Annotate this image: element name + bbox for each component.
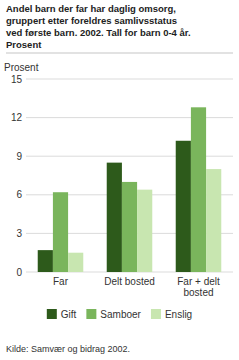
grid-line: [26, 79, 233, 80]
chart-container: Andel barn der far har daglig omsorg,gru…: [0, 0, 239, 360]
y-tick-label: 12: [11, 112, 23, 123]
chart-svg: Andel barn der far har daglig omsorg,gru…: [0, 0, 239, 360]
bar: [38, 250, 53, 272]
legend-swatch: [47, 309, 57, 319]
x-tick-label: Delt bosted: [104, 276, 155, 287]
bar: [107, 163, 122, 272]
bar: [53, 192, 68, 272]
title: Andel barn der far har daglig omsorg,gru…: [6, 3, 191, 50]
legend-swatch: [151, 309, 161, 319]
legend-label: Samboer: [100, 309, 141, 320]
bar: [122, 182, 137, 272]
x-tick-label: Far + deltbosted: [177, 276, 220, 298]
x-tick-label: Far: [53, 276, 69, 287]
source-note: Kilde: Samvær og bidrag 2002.: [6, 344, 130, 354]
legend: Gift Samboer Enslig: [47, 309, 192, 320]
legend-label: Gift: [61, 309, 77, 320]
bar: [191, 107, 206, 272]
y-tick-label: 6: [16, 189, 22, 200]
y-tick-label: 0: [16, 267, 22, 278]
y-tick-label: 3: [16, 228, 22, 239]
separator: [6, 53, 233, 54]
y-axis-label: Prosent: [4, 62, 39, 73]
y-tick-label: 15: [11, 74, 23, 85]
bar: [176, 141, 191, 272]
legend-label: Enslig: [165, 309, 192, 320]
y-tick-label: 9: [16, 151, 22, 162]
legend-swatch: [86, 309, 96, 319]
bar: [206, 169, 221, 272]
bar: [137, 190, 152, 272]
bars: [38, 107, 222, 272]
bar: [68, 253, 83, 272]
